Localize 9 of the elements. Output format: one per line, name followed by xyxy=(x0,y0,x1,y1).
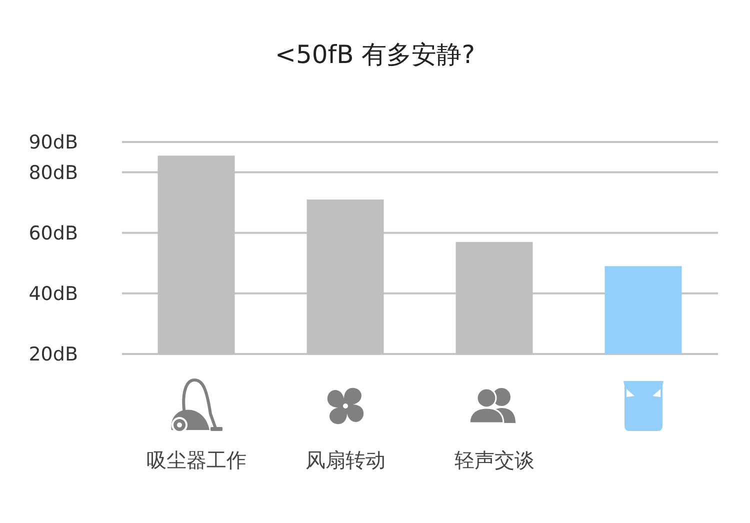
x-tick-label: 轻声交谈 xyxy=(454,448,534,472)
y-tick-label: 40dB xyxy=(28,283,78,306)
x-tick-label: 风扇转动 xyxy=(306,448,386,472)
y-tick-label: 60dB xyxy=(28,222,78,245)
y-tick-label: 80dB xyxy=(28,162,78,184)
y-tick-label: 20dB xyxy=(28,344,78,366)
y-tick-label: 90dB xyxy=(28,132,78,154)
x-tick-label: 吸尘器工作 xyxy=(146,448,246,472)
chart-title: <50fB 有多安静? xyxy=(275,40,475,69)
